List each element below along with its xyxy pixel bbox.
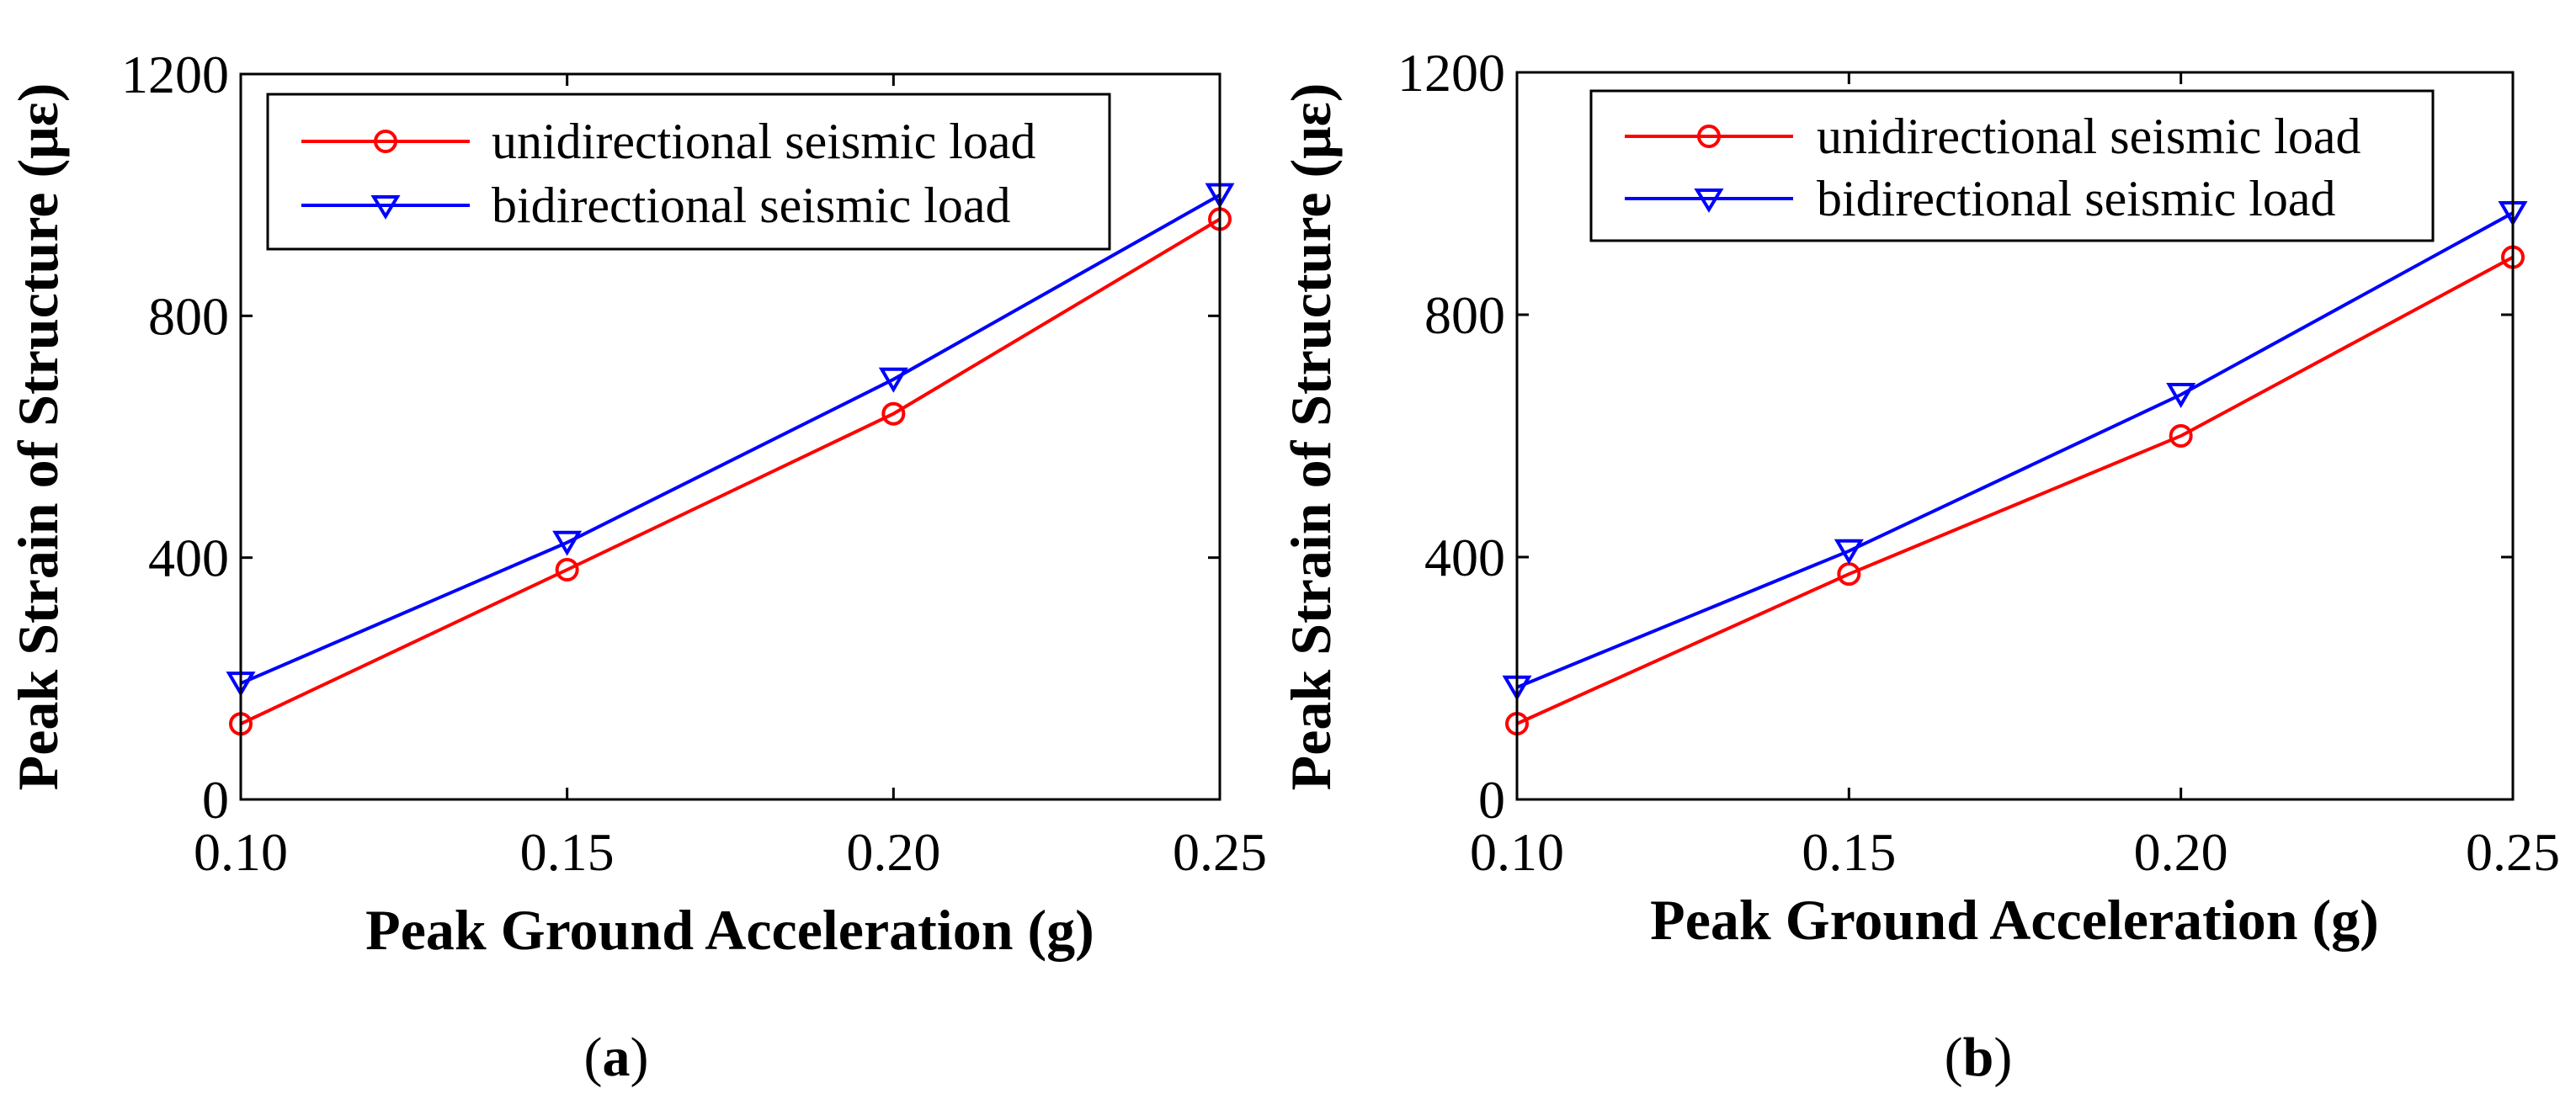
y-tick-label: 1200	[121, 45, 229, 104]
plot-frame	[239, 72, 1221, 801]
y-axis-label: Peak Strain of Structure (με)	[6, 83, 70, 791]
legend-box	[1589, 89, 2435, 242]
legend-marker-triangle	[370, 195, 401, 220]
y-tick-label: 0	[202, 770, 229, 830]
panel-label-a: (a)	[584, 1027, 649, 1088]
legend: unidirectional seismic load bidirectiona…	[1589, 89, 2435, 242]
plot-frame	[1515, 71, 2515, 801]
series-line-unidirectional	[1516, 255, 2514, 725]
x-tick-label: 0.15	[1802, 822, 1896, 882]
legend-box	[266, 93, 1111, 251]
x-tick-label: 0.10	[1470, 822, 1564, 882]
legend-label-bidirectional: bidirectional seismic load	[1817, 171, 2336, 226]
data-point-unidirectional	[2169, 424, 2193, 448]
y-tick-label: 1200	[1397, 43, 1505, 103]
y-tick-label: 800	[148, 286, 229, 346]
legend-marker-circle	[374, 130, 397, 153]
y-tick-label: 400	[1424, 528, 1505, 587]
legend-marker-triangle	[1694, 188, 1724, 213]
series-line-unidirectional	[240, 217, 1221, 726]
y-tick-label: 0	[1478, 770, 1505, 830]
data-point-bidirectional	[1834, 539, 1864, 565]
y-tick-label: 800	[1424, 285, 1505, 345]
series-line-bidirectional	[240, 193, 1221, 685]
x-tick-label: 0.25	[2466, 822, 2560, 882]
y-axis-label: Peak Strain of Structure (με)	[1279, 83, 1343, 791]
chart-panel-b: 0 400 800 1200 0.10 0.15 0.20 0.25 Peak Ground …	[1279, 43, 2560, 1088]
y-tick-label: 400	[148, 528, 229, 588]
data-point-unidirectional	[555, 558, 579, 582]
x-tick-label: 0.20	[2134, 822, 2228, 882]
data-point-bidirectional	[2166, 383, 2196, 409]
data-point-bidirectional	[552, 530, 583, 556]
series-line-bidirectional	[1516, 211, 2514, 689]
legend-label-unidirectional: unidirectional seismic load	[1817, 109, 2361, 164]
data-point-bidirectional	[878, 367, 908, 393]
legend-label-bidirectional: bidirectional seismic load	[492, 178, 1011, 233]
x-tick-label: 0.15	[520, 822, 615, 882]
legend-marker-circle	[1697, 125, 1721, 148]
data-point-unidirectional	[881, 401, 906, 426]
legend-label-unidirectional: unidirectional seismic load	[492, 114, 1036, 169]
chart-panel-a: 0 400 800 1200 0.10 0.15 0.20 0.25 Peak Ground …	[6, 45, 1267, 1088]
x-axis-label: Peak Ground Acceleration (g)	[365, 898, 1094, 962]
x-tick-label: 0.25	[1173, 822, 1267, 882]
x-axis-label: Peak Ground Acceleration (g)	[1650, 888, 2379, 952]
legend: unidirectional seismic load bidirectiona…	[266, 93, 1111, 251]
panel-label-b: (b)	[1945, 1027, 2013, 1088]
x-tick-label: 0.10	[194, 822, 288, 882]
x-tick-label: 0.20	[846, 822, 940, 882]
